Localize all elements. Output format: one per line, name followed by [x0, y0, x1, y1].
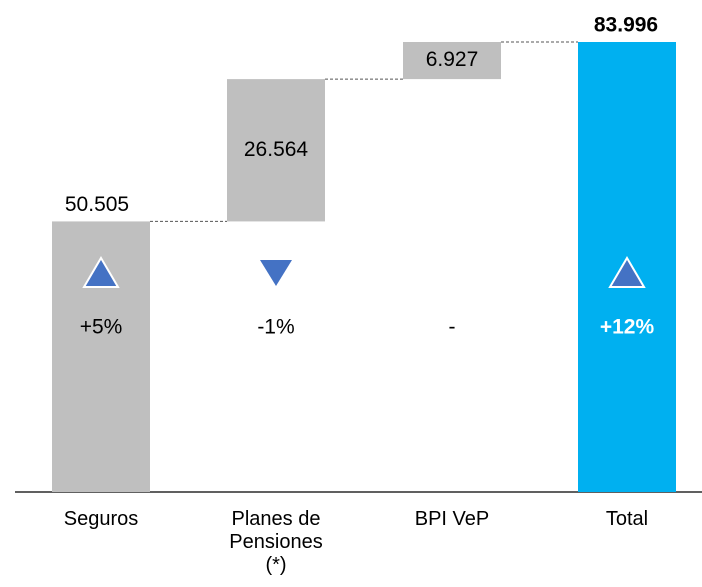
change-label: -1% [257, 316, 294, 339]
bar [227, 79, 325, 222]
change-label: - [449, 316, 456, 339]
x-tick-label: Total [605, 508, 649, 530]
arrow-down [260, 260, 292, 286]
value-label: 50.505 [65, 193, 129, 216]
arrow-up [82, 256, 120, 288]
change-label: +5% [80, 316, 123, 339]
arrow-up [608, 256, 646, 288]
change-label: +12% [600, 316, 655, 339]
bar [403, 42, 501, 80]
value-label: 6.927 [426, 48, 479, 71]
value-label: 26.564 [244, 138, 309, 161]
x-tick-label: BPI VeP [414, 508, 490, 530]
value-label: 83.996 [594, 14, 658, 37]
x-tick-label: Planes de Pensiones (*) [229, 508, 323, 576]
x-tick-label: Seguros [63, 508, 139, 530]
